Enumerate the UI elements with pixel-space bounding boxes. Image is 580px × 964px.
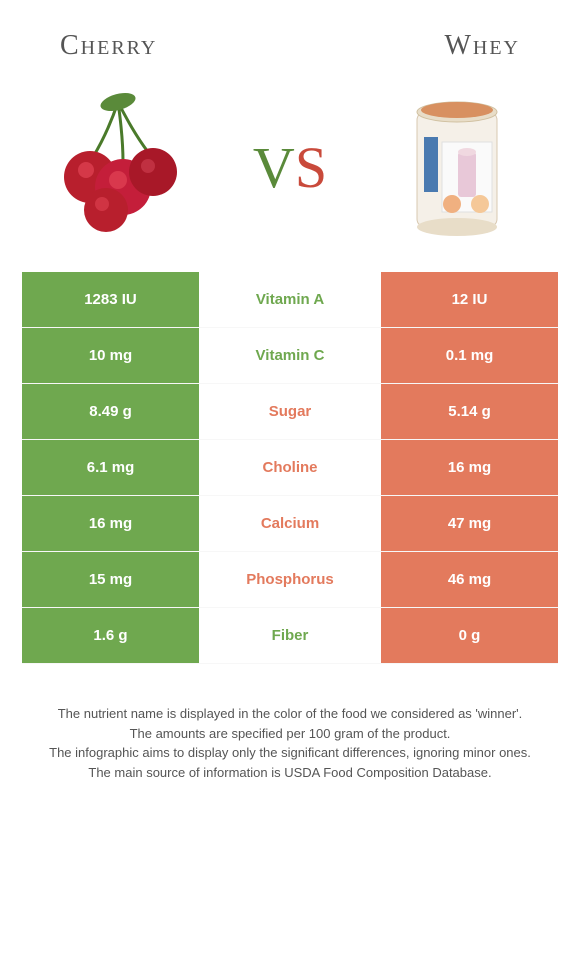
value-right: 0 g: [381, 608, 558, 663]
nutrient-label: Vitamin A: [199, 272, 381, 327]
value-left: 1283 IU: [22, 272, 199, 327]
table-row: 6.1 mgCholine16 mg: [22, 440, 558, 496]
table-row: 1.6 gFiber0 g: [22, 608, 558, 664]
footer-notes: The nutrient name is displayed in the co…: [0, 664, 580, 782]
nutrient-label: Sugar: [199, 384, 381, 439]
nutrient-label: Choline: [199, 440, 381, 495]
title-left: Cherry: [60, 30, 157, 62]
value-right: 5.14 g: [381, 384, 558, 439]
nutrient-table: 1283 IUVitamin A12 IU10 mgVitamin C0.1 m…: [22, 272, 558, 664]
table-row: 10 mgVitamin C0.1 mg: [22, 328, 558, 384]
value-right: 46 mg: [381, 552, 558, 607]
value-left: 16 mg: [22, 496, 199, 551]
footer-line: The infographic aims to display only the…: [25, 743, 555, 763]
comparison-infographic: Cherry Whey VS: [0, 0, 580, 782]
whey-image: [382, 92, 532, 242]
title-right: Whey: [444, 30, 520, 62]
value-left: 8.49 g: [22, 384, 199, 439]
value-right: 12 IU: [381, 272, 558, 327]
table-row: 16 mgCalcium47 mg: [22, 496, 558, 552]
value-left: 10 mg: [22, 328, 199, 383]
value-right: 16 mg: [381, 440, 558, 495]
nutrient-label: Vitamin C: [199, 328, 381, 383]
footer-line: The main source of information is USDA F…: [25, 763, 555, 783]
footer-line: The nutrient name is displayed in the co…: [25, 704, 555, 724]
vs-v: V: [253, 135, 295, 200]
nutrient-label: Fiber: [199, 608, 381, 663]
vs-label: VS: [253, 134, 327, 201]
value-right: 0.1 mg: [381, 328, 558, 383]
table-row: 1283 IUVitamin A12 IU: [22, 272, 558, 328]
value-left: 15 mg: [22, 552, 199, 607]
vs-s: S: [295, 135, 327, 200]
footer-line: The amounts are specified per 100 gram o…: [25, 724, 555, 744]
nutrient-label: Calcium: [199, 496, 381, 551]
hero-row: VS: [0, 72, 580, 272]
value-right: 47 mg: [381, 496, 558, 551]
title-row: Cherry Whey: [0, 0, 580, 72]
value-left: 1.6 g: [22, 608, 199, 663]
nutrient-label: Phosphorus: [199, 552, 381, 607]
table-row: 8.49 gSugar5.14 g: [22, 384, 558, 440]
table-row: 15 mgPhosphorus46 mg: [22, 552, 558, 608]
cherry-image: [48, 92, 198, 242]
value-left: 6.1 mg: [22, 440, 199, 495]
